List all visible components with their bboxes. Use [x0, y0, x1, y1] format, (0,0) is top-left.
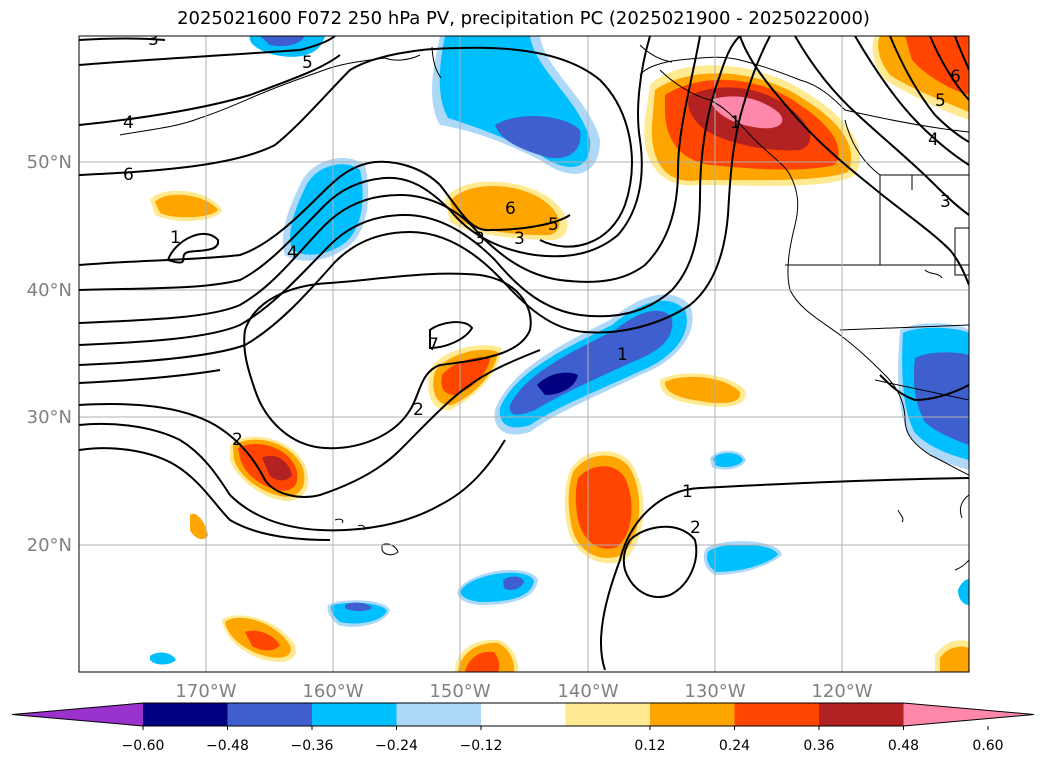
contour-label: 3: [148, 30, 159, 50]
colorbar: −0.60 −0.48 −0.36 −0.24 −0.12 0.12 0.24 0.36 0.4…: [11, 702, 1035, 754]
lat-label-50n: 50°N: [27, 152, 72, 173]
lat-label-20n: 20°N: [27, 535, 72, 556]
lat-label-30n: 30°N: [27, 407, 72, 428]
colorbar-tick-label: 0.36: [803, 738, 834, 754]
colorbar-segment: [565, 703, 651, 726]
colorbar-segment: [312, 703, 397, 726]
colorbar-segment: [227, 703, 313, 726]
contour-label: 5: [302, 53, 313, 73]
contour-label: 2: [690, 518, 701, 538]
colorbar-tick-label: 0.48: [888, 738, 919, 754]
colorbar-tick-label: −0.24: [375, 738, 418, 754]
contour-label: 4: [287, 243, 298, 263]
colorbar-tick-label: 0.12: [634, 738, 665, 754]
contour-label: 1: [730, 113, 741, 133]
contour-labels: 3 5 4 6 1 4 3 6 3 5 7 1 2 1 2 1 2 6 5 4 …: [123, 30, 961, 538]
map-title: 2025021600 F072 250 hPa PV, precipitatio…: [177, 8, 870, 29]
contour-label: 3: [474, 229, 485, 249]
colorbar-tick-label: −0.48: [206, 738, 249, 754]
contour-label: 1: [170, 228, 181, 248]
colorbar-tick-label: 0.60: [972, 738, 1003, 754]
colorbar-segment: [481, 703, 566, 726]
contour-label: 3: [940, 192, 951, 212]
colorbar-segment: [819, 703, 904, 726]
lon-label-160w: 160°W: [302, 681, 363, 702]
lat-label-40n: 40°N: [27, 280, 72, 301]
lon-label-130w: 130°W: [684, 681, 745, 702]
colorbar-extend-min: [12, 703, 143, 726]
lon-label-140w: 140°W: [557, 681, 618, 702]
contour-label: 5: [548, 215, 559, 235]
colorbar-tick-label: −0.36: [291, 738, 334, 754]
colorbar-tick-label: −0.12: [460, 738, 503, 754]
contour-label: 6: [123, 165, 134, 185]
precipitation-shading: [150, 36, 969, 672]
lon-label-150w: 150°W: [429, 681, 490, 702]
contour-label: 6: [505, 199, 516, 219]
colorbar-segment: [734, 703, 820, 726]
colorbar-segment: [396, 703, 482, 726]
contour-label: 3: [514, 229, 525, 249]
lon-label-120w: 120°W: [811, 681, 872, 702]
pv-contours: [79, 36, 969, 671]
map-frame: [78, 35, 970, 673]
contour-label: 2: [232, 430, 243, 450]
contour-label: 1: [682, 482, 693, 502]
colorbar-segment: [143, 703, 228, 726]
colorbar-tick-label: −0.60: [122, 738, 165, 754]
colorbar-segment: [650, 703, 735, 726]
contour-label: 4: [928, 130, 939, 150]
lon-label-170w: 170°W: [175, 681, 236, 702]
colorbar-tick-label: 0.24: [719, 738, 750, 754]
contour-label: 6: [950, 67, 961, 87]
map-plot-area: 3 5 4 6 1 4 3 6 3 5 7 1 2 1 2 1 2 6 5 4 …: [79, 30, 969, 672]
contour-label: 2: [413, 400, 424, 420]
contour-label: 5: [935, 91, 946, 111]
contour-label: 1: [617, 345, 628, 365]
longitude-labels: 170°W 160°W 150°W 140°W 130°W 120°W: [175, 681, 872, 702]
latitude-labels: 50°N 40°N 30°N 20°N: [27, 152, 72, 556]
colorbar-extend-max: [903, 703, 1034, 726]
contour-label: 7: [428, 335, 439, 355]
contour-label: 4: [123, 113, 134, 133]
